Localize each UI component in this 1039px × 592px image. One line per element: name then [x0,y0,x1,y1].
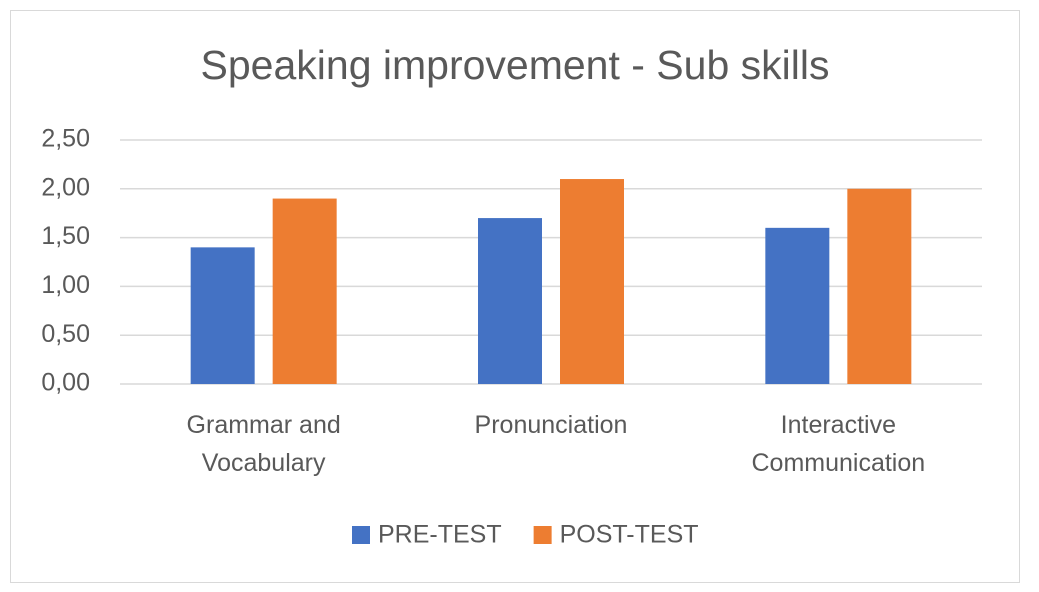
bar [560,179,624,384]
y-tick-label: 0,50 [41,320,90,348]
legend-swatch [533,526,552,544]
bar [765,227,830,384]
x-tick-label: Interactive Communication [751,411,926,477]
chart-title: Speaking improvement - Sub skills [201,42,830,88]
legend-swatch [352,526,370,544]
x-tick-label: Pronunciation [474,411,628,439]
bar [190,247,255,384]
y-tick-label: 2,00 [41,173,90,201]
y-tick-label: 2,50 [41,125,90,153]
y-tick-label: 1,50 [41,222,90,250]
bar [478,218,542,384]
y-tick-label: 0,00 [41,369,90,397]
bar [847,188,912,384]
x-tick-label: Grammar and Vocabulary [186,411,341,477]
legend-label: POST-TEST [560,521,699,549]
bar [272,198,337,384]
y-tick-label: 1,00 [41,271,90,299]
legend-label: PRE-TEST [378,521,502,549]
